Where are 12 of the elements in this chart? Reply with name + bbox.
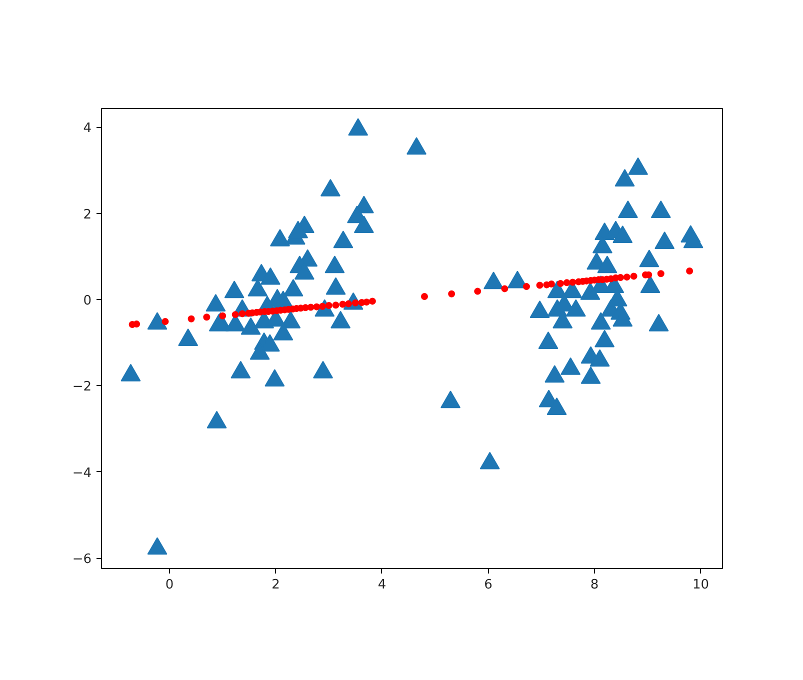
- y-tick-label: 0: [83, 293, 92, 308]
- y-tick-label: −6: [72, 552, 92, 568]
- x-tick-label: 6: [484, 578, 492, 592]
- x-tick-label: 8: [590, 578, 599, 592]
- y-tick-label: 4: [83, 121, 92, 136]
- x-tick-label: 4: [378, 578, 386, 592]
- y-tick-label: −2: [72, 380, 92, 395]
- x-tick-label: 0: [165, 578, 174, 592]
- y-tick-label: 2: [83, 207, 92, 222]
- x-tick-label: 10: [692, 578, 709, 592]
- x-tick-label: 2: [272, 578, 280, 592]
- y-tick-label: −4: [72, 466, 92, 481]
